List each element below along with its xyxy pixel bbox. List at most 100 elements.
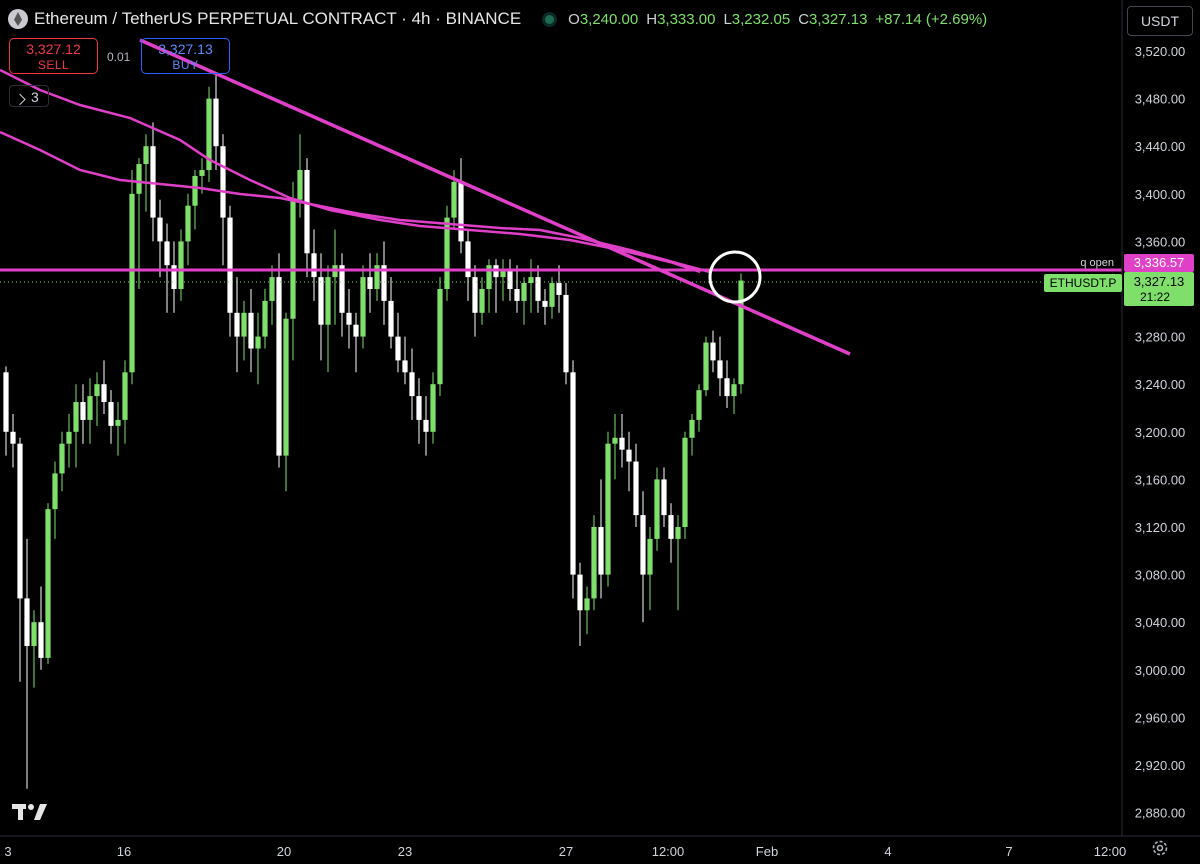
candle[interactable] — [24, 538, 30, 789]
candle[interactable] — [395, 312, 401, 373]
candle[interactable] — [374, 253, 380, 301]
last-price-tag[interactable]: ETHUSDT.P 3,327.13 21:22 — [1044, 272, 1194, 306]
candle[interactable] — [703, 336, 709, 397]
candle[interactable] — [619, 413, 625, 468]
candle[interactable] — [724, 360, 730, 408]
candle[interactable] — [437, 277, 443, 397]
descending-trendline[interactable] — [139, 38, 851, 356]
candle[interactable] — [304, 158, 310, 278]
candle[interactable] — [507, 259, 513, 301]
candle[interactable] — [185, 193, 191, 266]
sell-button[interactable]: 3,327.12 SELL — [9, 38, 98, 74]
candle[interactable] — [73, 384, 79, 468]
candle[interactable] — [262, 289, 268, 349]
candle[interactable] — [416, 378, 422, 444]
candle[interactable] — [479, 277, 485, 325]
candle[interactable] — [241, 300, 247, 361]
candle[interactable] — [66, 413, 72, 468]
candle[interactable] — [80, 384, 86, 444]
candle[interactable] — [220, 134, 226, 266]
candle[interactable] — [108, 390, 114, 444]
candle[interactable] — [563, 283, 569, 385]
candle[interactable] — [164, 223, 170, 313]
candle[interactable] — [339, 253, 345, 337]
candle[interactable] — [465, 229, 471, 301]
candle[interactable] — [549, 277, 555, 319]
candle[interactable] — [633, 443, 639, 527]
time-axis[interactable]: 3 16 20 23 27 12:00 Feb 4 7 12:00 — [0, 835, 1200, 859]
currency-select[interactable]: USDT — [1127, 6, 1193, 36]
moving-average-line-1[interactable] — [0, 68, 701, 274]
candle[interactable] — [710, 330, 716, 373]
candle[interactable] — [150, 122, 156, 242]
candle[interactable] — [52, 461, 58, 539]
candle[interactable] — [255, 312, 261, 385]
candle[interactable] — [171, 241, 177, 313]
candle[interactable] — [10, 413, 16, 468]
candle[interactable] — [570, 360, 576, 599]
q-open-tag[interactable]: q open 3,336.57 — [1080, 254, 1194, 272]
candle[interactable] — [297, 134, 303, 218]
candle[interactable] — [234, 277, 240, 373]
chart-plot-area[interactable] — [3, 74, 744, 789]
candle[interactable] — [388, 277, 394, 349]
candle[interactable] — [192, 170, 198, 230]
candle[interactable] — [269, 265, 275, 325]
candle[interactable] — [556, 265, 562, 313]
candle[interactable] — [458, 158, 464, 254]
candle[interactable] — [591, 515, 597, 611]
candle[interactable] — [661, 467, 667, 528]
candle[interactable] — [444, 205, 450, 301]
candle[interactable] — [17, 437, 23, 682]
candle[interactable] — [353, 312, 359, 373]
moving-average-line-2[interactable] — [0, 130, 711, 274]
candle[interactable] — [206, 86, 212, 182]
candle[interactable] — [59, 431, 65, 492]
candle[interactable] — [731, 378, 737, 414]
candle[interactable] — [115, 402, 121, 456]
candle[interactable] — [283, 312, 289, 492]
candle[interactable] — [654, 467, 660, 551]
buy-button[interactable]: 3,327.13 BUY — [141, 38, 230, 74]
candle[interactable] — [626, 431, 632, 492]
candle[interactable] — [521, 277, 527, 325]
candle[interactable] — [493, 259, 499, 313]
candle[interactable] — [430, 372, 436, 444]
candle[interactable] — [129, 170, 135, 385]
candle[interactable] — [402, 336, 408, 385]
candle[interactable] — [423, 396, 429, 456]
candle[interactable] — [535, 265, 541, 313]
candle[interactable] — [577, 562, 583, 646]
candle[interactable] — [486, 259, 492, 313]
gear-icon[interactable] — [1150, 838, 1170, 858]
candle[interactable] — [605, 431, 611, 587]
candle[interactable] — [514, 265, 520, 313]
candle[interactable] — [311, 229, 317, 301]
indicators-toggle[interactable]: 3 — [9, 85, 49, 107]
candle[interactable] — [640, 491, 646, 623]
candle[interactable] — [598, 479, 604, 599]
tradingview-logo-icon[interactable] — [12, 800, 48, 822]
candle[interactable] — [248, 289, 254, 373]
candle[interactable] — [45, 503, 51, 664]
candle[interactable] — [31, 610, 37, 688]
candle[interactable] — [584, 586, 590, 635]
candle[interactable] — [38, 586, 44, 670]
candle[interactable] — [87, 378, 93, 444]
symbol-title[interactable]: Ethereum / TetherUS PERPETUAL CONTRACT ·… — [34, 9, 522, 28]
candle[interactable] — [136, 158, 142, 289]
candle[interactable] — [101, 360, 107, 414]
candle[interactable] — [689, 413, 695, 456]
candle[interactable] — [360, 265, 366, 349]
candle[interactable] — [213, 74, 219, 170]
candle[interactable] — [542, 289, 548, 325]
market-status-icon[interactable] — [545, 14, 555, 24]
candle[interactable] — [472, 265, 478, 337]
candle[interactable] — [367, 253, 373, 313]
candle[interactable] — [682, 431, 688, 539]
candle[interactable] — [143, 134, 149, 212]
candle[interactable] — [696, 384, 702, 432]
candle[interactable] — [157, 199, 163, 278]
candle[interactable] — [276, 253, 282, 468]
